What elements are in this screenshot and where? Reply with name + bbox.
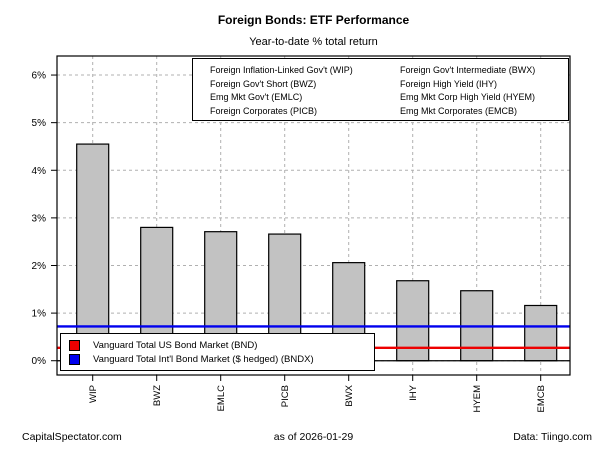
chart-subtitle: Year-to-date % total return bbox=[249, 36, 378, 48]
legend-item: Foreign High Yield (IHY) bbox=[400, 78, 498, 89]
bar-EMCB bbox=[524, 304, 558, 362]
x-axis-label: BWX bbox=[344, 384, 355, 406]
legend-item: Emg Mkt Corp High Yield (HYEM) bbox=[400, 92, 536, 103]
y-axis-label: 0% bbox=[32, 356, 47, 367]
etf-legend-column-left: Foreign Inflation-Linked Gov't (WIP) For… bbox=[210, 64, 400, 120]
x-axis-label: PICB bbox=[280, 385, 291, 407]
legend-label: Vanguard Total Int'l Bond Market ($ hedg… bbox=[93, 353, 314, 365]
as-of-date-text: as of 2026-01-29 bbox=[273, 431, 354, 443]
x-axis-label: IHY bbox=[408, 384, 419, 401]
y-axis-label: 5% bbox=[32, 118, 47, 129]
source-site-text: CapitalSpectator.com bbox=[22, 431, 122, 443]
legend-item-bnd: Vanguard Total US Bond Market (BND) bbox=[61, 339, 374, 353]
plot-frame bbox=[56, 55, 571, 376]
legend-item: Foreign Inflation-Linked Gov't (WIP) bbox=[210, 65, 353, 75]
x-axis-label: WIP bbox=[88, 385, 99, 403]
y-axis-label: 4% bbox=[32, 166, 47, 177]
benchmark-line-legend: Vanguard Total US Bond Market (BND) Vang… bbox=[60, 333, 375, 371]
legend-item: Emg Mkt Gov't (EMLC) bbox=[210, 92, 303, 103]
legend-item: Foreign Gov't Intermediate (BWX) bbox=[400, 65, 536, 75]
blue-line-swatch-icon bbox=[69, 353, 80, 365]
bar-WIP bbox=[76, 143, 110, 362]
x-axis-label: BWZ bbox=[152, 385, 163, 406]
y-axis-label: 6% bbox=[32, 71, 47, 82]
data-provider-text: Data: Tiingo.com bbox=[513, 431, 592, 443]
etf-legend-column-right: Foreign Gov't Intermediate (BWX) Foreign… bbox=[400, 64, 535, 120]
y-axis-label: 1% bbox=[32, 309, 47, 320]
y-axis-label: 3% bbox=[32, 213, 47, 224]
chart-title: Foreign Bonds: ETF Performance bbox=[217, 13, 410, 27]
x-axis-label: EMLC bbox=[216, 385, 227, 412]
red-line-swatch-icon bbox=[69, 340, 80, 352]
legend-item-bndx: Vanguard Total Int'l Bond Market ($ hedg… bbox=[61, 353, 374, 367]
legend-item: Foreign Gov't Short (BWZ) bbox=[210, 78, 317, 89]
legend-item: Foreign Corporates (PICB) bbox=[210, 105, 318, 116]
etf-name-legend: Foreign Inflation-Linked Gov't (WIP) For… bbox=[192, 58, 569, 121]
y-axis-label: 2% bbox=[32, 261, 47, 272]
legend-label: Vanguard Total US Bond Market (BND) bbox=[93, 340, 258, 352]
x-axis-label: HYEM bbox=[472, 385, 483, 413]
legend-item: Emg Mkt Corporates (EMCB) bbox=[400, 105, 518, 116]
x-axis-label: EMCB bbox=[536, 385, 547, 412]
